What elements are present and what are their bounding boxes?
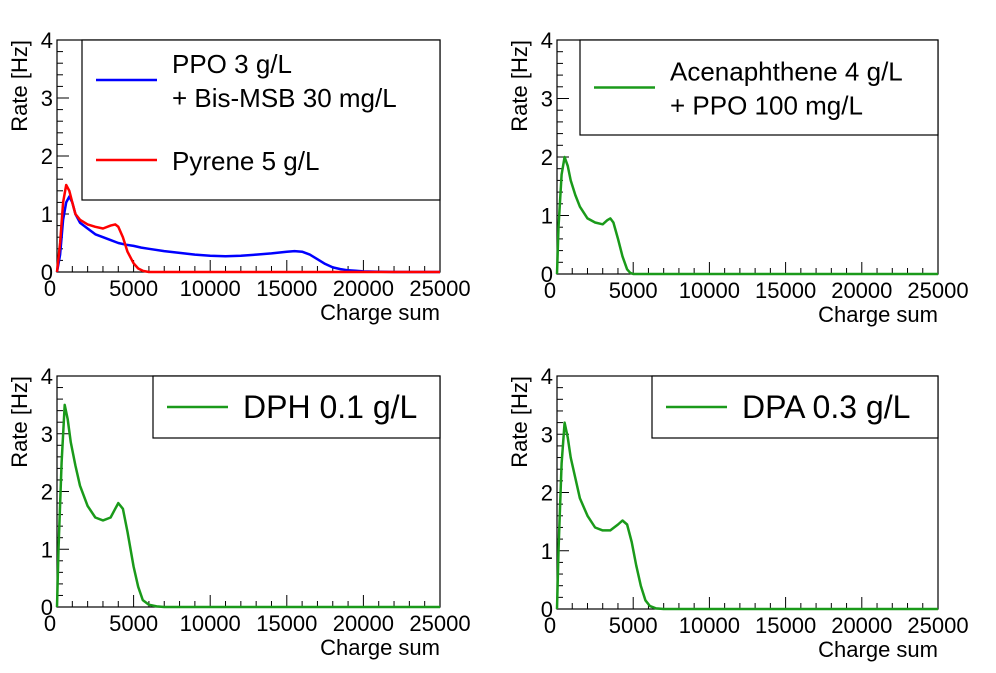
legend-label: PPO 3 g/L xyxy=(172,49,292,79)
x-axis-title: Charge sum xyxy=(320,300,440,325)
chart-panel-4: 0 5000 10000 15000 20000 25000 0 1 2 3 4 Charge sum… xyxy=(507,364,969,662)
x-tick-label: 10000 xyxy=(180,611,241,636)
y-tick-label: 1 xyxy=(541,539,553,564)
x-tick-label: 0 xyxy=(44,611,56,636)
x-tick-label: 20000 xyxy=(333,611,394,636)
legend-label-line2: + Bis-MSB 30 mg/L xyxy=(172,83,397,113)
x-tick-label: 15000 xyxy=(755,278,816,303)
x-axis-title: Charge sum xyxy=(818,637,938,662)
x-tick-label: 20000 xyxy=(333,276,394,301)
legend-label: DPH 0.1 g/L xyxy=(243,389,417,425)
chart-panel-3: 0 5000 10000 15000 20000 25000 0 1 2 3 4 Charge sum… xyxy=(7,364,471,660)
y-tick-label: 0 xyxy=(541,597,553,622)
y-tick-label: 4 xyxy=(541,364,553,389)
legend-label: DPA 0.3 g/L xyxy=(742,389,910,425)
x-tick-label: 20000 xyxy=(831,613,892,638)
y-tick-label: 3 xyxy=(41,422,53,447)
x-tick-label: 25000 xyxy=(907,278,968,303)
y-tick-label: 4 xyxy=(41,364,53,389)
x-axis-title: Charge sum xyxy=(320,635,440,660)
y-tick-label: 4 xyxy=(41,28,53,53)
y-tick-label: 0 xyxy=(41,260,53,285)
x-tick-label: 15000 xyxy=(256,276,317,301)
x-tick-label: 15000 xyxy=(755,613,816,638)
legend-label: Acenaphthene 4 g/L xyxy=(670,57,903,87)
y-tick-label: 0 xyxy=(41,595,53,620)
x-tick-label: 5000 xyxy=(109,611,158,636)
x-tick-label: 0 xyxy=(44,276,56,301)
y-axis-title: Rate [Hz] xyxy=(507,376,532,468)
y-tick-label: 2 xyxy=(541,145,553,170)
y-tick-label: 3 xyxy=(541,422,553,447)
x-axis-title: Charge sum xyxy=(818,302,938,327)
y-tick-label: 2 xyxy=(41,480,53,505)
x-tick-label: 15000 xyxy=(256,611,317,636)
y-tick-label: 0 xyxy=(541,262,553,287)
x-tick-label: 20000 xyxy=(831,278,892,303)
y-tick-label: 1 xyxy=(41,537,53,562)
series-line-2 xyxy=(55,183,440,274)
legend-label-line2: + PPO 100 mg/L xyxy=(670,91,863,121)
y-tick-label: 1 xyxy=(41,202,53,227)
x-tick-label: 25000 xyxy=(409,611,470,636)
x-tick-label: 0 xyxy=(544,613,556,638)
x-tick-label: 25000 xyxy=(409,276,470,301)
y-tick-label: 3 xyxy=(41,86,53,111)
y-axis-title: Rate [Hz] xyxy=(7,376,32,468)
chart-panel-2: 0 5000 10000 15000 20000 25000 0 1 2 3 4 Charge sum… xyxy=(507,28,969,327)
y-tick-label: 2 xyxy=(41,144,53,169)
x-tick-label: 0 xyxy=(544,278,556,303)
y-tick-label: 4 xyxy=(541,28,553,53)
series-line-1 xyxy=(555,421,938,611)
legend-label: Pyrene 5 g/L xyxy=(172,146,319,176)
y-tick-label: 3 xyxy=(541,87,553,112)
series-line-1 xyxy=(55,403,440,609)
y-axis-title: Rate [Hz] xyxy=(507,40,532,132)
y-tick-label: 2 xyxy=(541,481,553,506)
x-tick-label: 10000 xyxy=(180,276,241,301)
chart-panel-1: 0 5000 10000 15000 20000 25000 0 1 2 3 4 Charge sum… xyxy=(7,28,471,325)
series-line-1 xyxy=(555,155,938,276)
x-tick-label: 25000 xyxy=(907,613,968,638)
x-tick-label: 5000 xyxy=(609,278,658,303)
x-tick-label: 10000 xyxy=(679,613,740,638)
x-tick-label: 10000 xyxy=(679,278,740,303)
y-tick-label: 1 xyxy=(541,204,553,229)
y-axis-title: Rate [Hz] xyxy=(7,40,32,132)
legend-box xyxy=(81,39,441,201)
x-tick-label: 5000 xyxy=(609,613,658,638)
series-line-1 xyxy=(55,195,440,274)
x-tick-label: 5000 xyxy=(109,276,158,301)
